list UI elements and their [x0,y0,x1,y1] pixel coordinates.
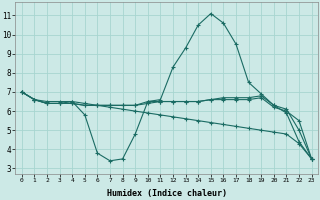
X-axis label: Humidex (Indice chaleur): Humidex (Indice chaleur) [107,189,227,198]
